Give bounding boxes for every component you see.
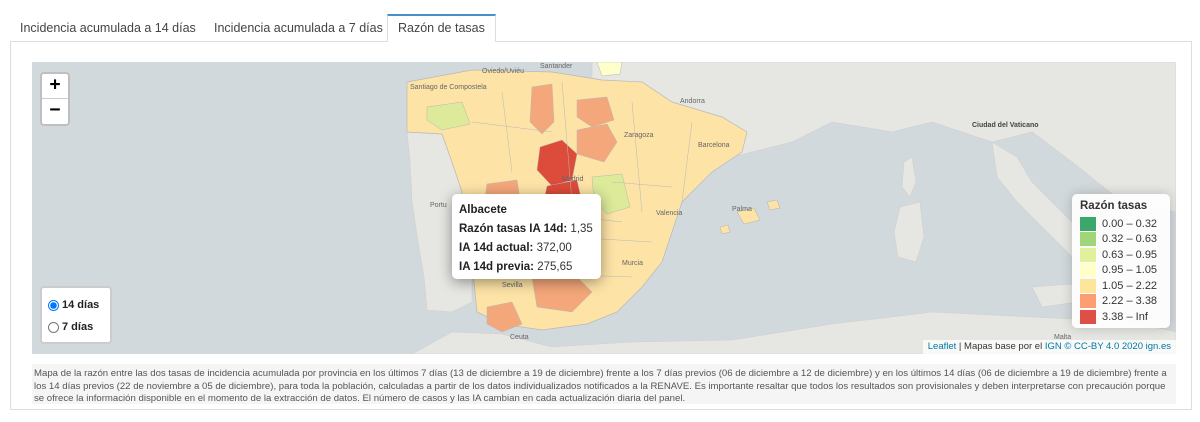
license-link[interactable]: © CC-BY 4.0 2020 ign.es xyxy=(1061,341,1171,352)
label-portugal: Portu xyxy=(430,202,447,209)
zoom-control: + − xyxy=(40,72,70,126)
legend-item: 0.00 – 0.32 xyxy=(1080,216,1162,232)
legend-item: 3.38 – Inf xyxy=(1080,309,1162,325)
label-santander: Santander xyxy=(540,63,573,70)
legend-swatch xyxy=(1080,278,1096,293)
period-radio-7[interactable] xyxy=(48,321,59,333)
label-barcelona: Barcelona xyxy=(698,142,730,149)
legend-label: 0.32 – 0.63 xyxy=(1102,233,1158,246)
basemap xyxy=(32,62,1176,354)
legend-label: 3.38 – Inf xyxy=(1102,310,1148,323)
label-sevilla: Sevilla xyxy=(502,282,523,289)
period-option-14[interactable]: 14 días xyxy=(48,294,104,316)
legend-title: Razón tasas xyxy=(1080,200,1148,212)
label-palma: Palma xyxy=(732,206,752,213)
label-zaragoza: Zaragoza xyxy=(624,132,654,139)
legend-item: 1.05 – 2.22 xyxy=(1080,278,1162,294)
label-oviedo: Oviedo/Uviéu xyxy=(482,68,525,75)
label-santiago: Santiago de Compostela xyxy=(410,84,487,91)
zoom-out-button[interactable]: − xyxy=(49,99,61,120)
label-andorra: Andorra xyxy=(680,98,705,105)
legend-swatch xyxy=(1080,247,1096,262)
leaflet-link[interactable]: Leaflet xyxy=(927,341,957,352)
tab-ia-7[interactable]: Incidencia acumulada a 7 días xyxy=(214,21,383,35)
label-valencia: Valencia xyxy=(656,210,683,217)
tooltip-province: Albacete xyxy=(459,204,507,216)
legend-label: 1.05 – 2.22 xyxy=(1102,279,1158,292)
tooltip-ratio-value: 1,35 xyxy=(570,223,593,235)
legend-item: 0.32 – 0.63 xyxy=(1080,232,1162,248)
map-canvas[interactable]: Santander Oviedo/Uviéu Santiago de Compo… xyxy=(32,62,1176,354)
map-legend: Razón tasas 0.00 – 0.32 0.32 – 0.63 0.63… xyxy=(1072,194,1170,328)
legend-label: 0.95 – 1.05 xyxy=(1102,264,1158,277)
legend-label: 0.63 – 0.95 xyxy=(1102,248,1158,261)
legend-swatch xyxy=(1080,232,1096,247)
legend-swatch xyxy=(1080,263,1096,278)
label-malta: Malta xyxy=(1054,334,1072,341)
attribution-text: | Mapas base por el xyxy=(956,341,1045,352)
period-radio-14[interactable] xyxy=(48,299,59,311)
map-description: Mapa de la razón entre las dos tasas de … xyxy=(32,364,1176,404)
tooltip-previous-label: IA 14d previa: xyxy=(459,261,534,273)
legend-item: 0.63 – 0.95 xyxy=(1080,247,1162,263)
zoom-in-button[interactable]: + xyxy=(42,74,68,99)
legend-item: 0.95 – 1.05 xyxy=(1080,263,1162,279)
legend-swatch xyxy=(1080,216,1096,231)
period-option-7[interactable]: 7 días xyxy=(48,316,104,338)
map-attribution: Leaflet | Mapas base por el IGN © CC-BY … xyxy=(922,340,1176,354)
label-madrid: Madrid xyxy=(562,176,584,183)
ign-link[interactable]: IGN xyxy=(1044,341,1062,352)
legend-swatch xyxy=(1080,294,1096,309)
label-vaticano: Ciudad del Vaticano xyxy=(972,122,1039,129)
tooltip-current-value: 372,00 xyxy=(536,242,572,254)
tooltip-previous-value: 275,65 xyxy=(537,261,573,273)
legend-swatch xyxy=(1080,309,1096,324)
tab-ia-14[interactable]: Incidencia acumulada a 14 días xyxy=(20,21,196,35)
period-selector: 14 días 7 días xyxy=(40,286,112,344)
period-option-14-label: 14 días xyxy=(62,299,100,311)
tooltip-current-label: IA 14d actual: xyxy=(459,242,534,254)
tab-razon-tasas[interactable]: Razón de tasas xyxy=(387,14,496,43)
legend-label: 2.22 – 3.38 xyxy=(1102,295,1158,308)
legend-label: 0.00 – 0.32 xyxy=(1102,217,1158,230)
legend-item: 2.22 – 3.38 xyxy=(1080,294,1162,310)
label-ceuta: Ceuta xyxy=(510,334,529,341)
period-option-7-label: 7 días xyxy=(62,321,94,333)
tooltip-ratio-label: Razón tasas IA 14d: xyxy=(459,223,568,235)
province-tooltip: Albacete Razón tasas IA 14d: 1,35 IA 14d… xyxy=(452,194,601,279)
label-murcia: Murcia xyxy=(622,260,644,267)
tab-bar: Incidencia acumulada a 14 días Incidenci… xyxy=(10,14,1192,43)
